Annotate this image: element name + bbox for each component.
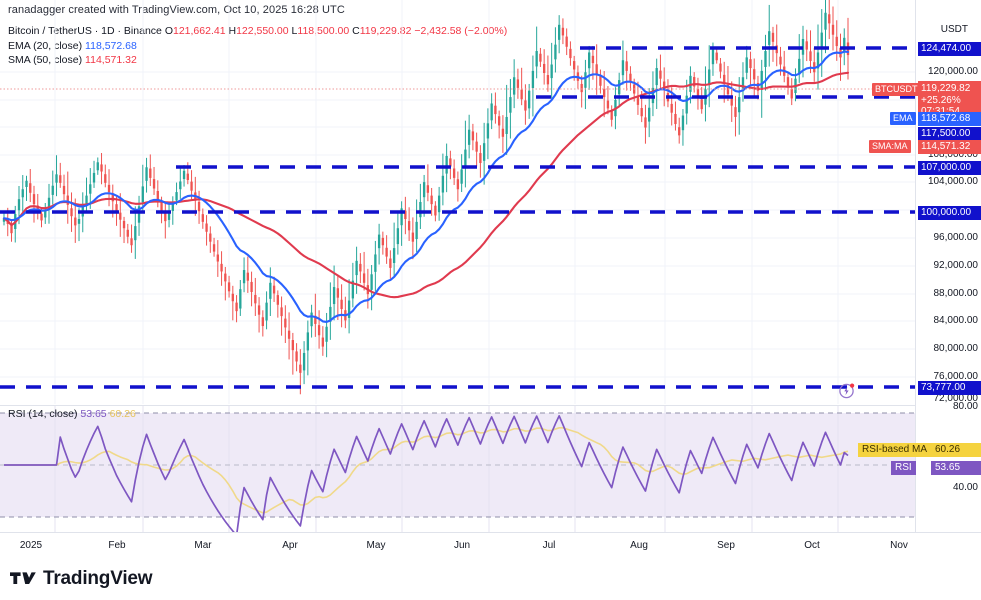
- legend-ohlc-row: Bitcoin / TetherUS · 1D · Binance O121,6…: [8, 24, 507, 39]
- rsi-ma-value-badge[interactable]: 60.26: [931, 443, 981, 457]
- rsi-value-badge[interactable]: 53.65: [931, 461, 981, 475]
- rsi-tag[interactable]: RSI: [891, 461, 916, 475]
- rsi-line: [4, 415, 849, 532]
- candlestick-series: [2, 0, 850, 395]
- time-axis-label: 2025: [19, 540, 43, 551]
- price-axis-tick: 96,000.00: [933, 232, 979, 243]
- time-axis-label: Jun: [453, 540, 471, 551]
- tradingview-logo[interactable]: TradingView: [10, 568, 153, 590]
- price-axis-tick: 120,000.00: [927, 66, 978, 77]
- rsi-grid: [54, 406, 839, 532]
- time-axis-label: Oct: [804, 540, 820, 551]
- legend-high-label: H: [228, 25, 237, 37]
- last-price-value: 119,229.82: [921, 83, 971, 94]
- price-axis-tick: 72,000.00: [933, 393, 979, 404]
- price-axis-tick: 92,000.00: [933, 260, 979, 271]
- ema-price-badge[interactable]: 118,572.68: [918, 112, 981, 126]
- footer: TradingView: [0, 560, 981, 600]
- rsi-legend-value: 53.65: [80, 408, 107, 420]
- price-chart-pane[interactable]: [0, 0, 915, 404]
- rsi-band: [0, 413, 915, 517]
- time-axis-label: Jul: [542, 540, 556, 551]
- time-axis-label: Feb: [108, 540, 126, 551]
- alert-zap-icon[interactable]: [838, 381, 857, 400]
- level-124474-badge[interactable]: 124,474.00: [918, 42, 981, 56]
- support-resistance-lines[interactable]: [0, 46, 915, 389]
- tag-btcusdt[interactable]: BTCUSDT: [872, 83, 921, 96]
- legend-open-label: O: [164, 25, 173, 37]
- last-price-countdown: 07:31:54: [921, 106, 978, 118]
- time-axis-label: Aug: [630, 540, 648, 551]
- rsi-chart-svg: [0, 406, 915, 532]
- legend-high-value: 122,550.00: [236, 25, 289, 37]
- legend-ema-label: EMA (20, close): [8, 39, 83, 52]
- rsi-based-ma-line: [4, 427, 849, 514]
- time-axis-label: Apr: [282, 540, 298, 551]
- rsi-axis-tick: 80.00: [952, 401, 978, 412]
- tradingview-logo-text: TradingView: [43, 568, 153, 589]
- tag-sma[interactable]: SMA:MA: [869, 140, 911, 153]
- rsi-legend-ma-value: 60.26: [109, 408, 136, 420]
- legend-ema-row[interactable]: EMA (20, close) 118,572.68: [8, 39, 507, 54]
- sma-price-badge[interactable]: 114,571.32: [918, 140, 981, 154]
- price-axis-tick: 80,000.00: [933, 343, 979, 354]
- rsi-chart-pane[interactable]: [0, 406, 915, 532]
- time-axis[interactable]: 2025 Feb Mar Apr May Jun Jul Aug Sep Oct Nov: [0, 532, 981, 561]
- level-100000-badge[interactable]: 100,000.00: [918, 206, 981, 220]
- level-107000-badge[interactable]: 107,000.00: [918, 161, 981, 175]
- rsi-legend[interactable]: RSI (14, close) 53.65 60.26: [8, 408, 136, 420]
- level-117500-badge[interactable]: 117,500.00: [918, 127, 981, 141]
- pane-separator: [0, 405, 915, 406]
- legend-change-value: −2,432.58 (−2.00%): [414, 25, 508, 37]
- price-axis-tick: 88,000.00: [933, 288, 979, 299]
- legend-sma-label: SMA (50, close): [8, 54, 83, 66]
- legend-open-value: 121,662.41: [172, 25, 226, 37]
- sma-50-line: [2, 71, 850, 299]
- time-axis-label: Sep: [717, 540, 735, 551]
- time-axis-label: Mar: [194, 540, 212, 551]
- rsi-axis-tick: 40.00: [952, 482, 978, 493]
- legend-ema-value: 118,572.68: [85, 39, 137, 52]
- legend-close-label: C: [352, 25, 360, 37]
- last-price-change: +25.26%: [921, 94, 961, 106]
- price-axis-tick: 104,000.00: [927, 176, 978, 187]
- legend-sma-row[interactable]: SMA (50, close) 114,571.32: [8, 53, 507, 68]
- legend-low-value: 118,500.00: [297, 25, 350, 37]
- rsi-ma-tag[interactable]: RSI-based MA: [858, 443, 932, 457]
- price-grid: [0, 0, 915, 404]
- price-axis-unit: USDT: [940, 24, 968, 35]
- time-axis-label: Nov: [890, 540, 908, 551]
- level-73777-badge[interactable]: 73,777.00: [918, 381, 981, 395]
- price-chart-svg: [0, 0, 915, 404]
- price-axis-tick: 84,000.00: [933, 315, 979, 326]
- price-axis-tick: 76,000.00: [933, 371, 979, 382]
- legend-symbol[interactable]: Bitcoin / TetherUS · 1D · Binance: [8, 25, 162, 37]
- price-axis-tick: 108,000.00: [927, 149, 978, 160]
- rsi-legend-label: RSI (14, close): [8, 408, 78, 420]
- tag-ema[interactable]: EMA: [890, 112, 916, 125]
- tradingview-logo-icon: [10, 572, 36, 584]
- ema-20-line: [2, 50, 850, 323]
- chart-legend: Bitcoin / TetherUS · 1D · Binance O121,6…: [8, 24, 507, 68]
- legend-low-label: L: [291, 25, 298, 37]
- attribution-text: ranadagger created with TradingView.com,…: [8, 4, 345, 16]
- time-axis-label: May: [366, 540, 386, 551]
- legend-close-value: 119,229.82: [359, 25, 412, 37]
- legend-sma-value: 114,571.32: [85, 54, 137, 66]
